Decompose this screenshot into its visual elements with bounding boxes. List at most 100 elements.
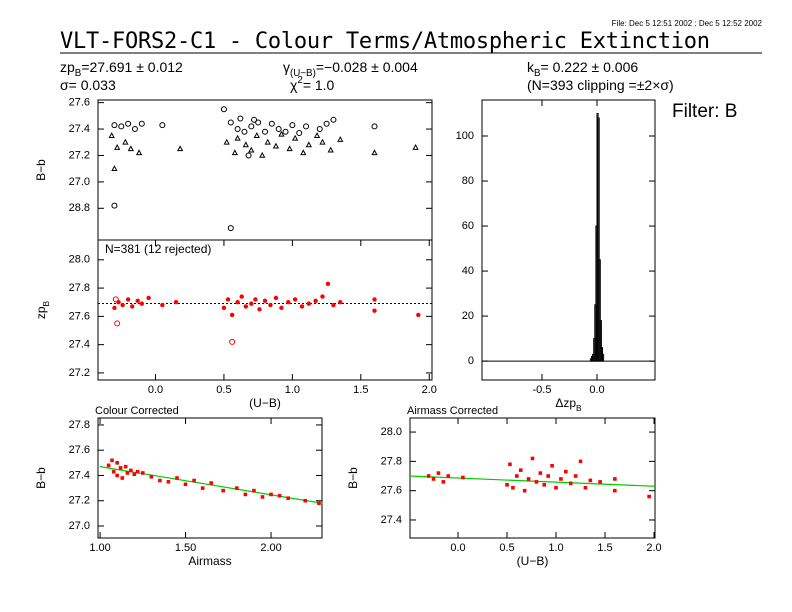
y-tick-label: 60 [462,220,474,232]
point [264,138,271,145]
label-text: zp [60,59,75,75]
point [371,149,378,156]
histogram-bar [598,259,601,362]
point [122,138,129,145]
x-axis-label: ΔzpB [555,396,582,413]
label-sub: B [75,68,82,79]
label-sub: B [534,68,541,79]
point [111,165,118,171]
x-tick-label: 0.0 [450,542,465,554]
point [115,473,119,478]
point [248,146,255,153]
point [255,119,262,126]
point [446,474,451,478]
y-axis-label: B−b [346,467,360,489]
point [110,458,114,463]
point [320,294,325,299]
stat: χ2= 1.0 [290,75,335,93]
point [114,143,121,150]
label-text: =27.691 ± 0.012 [81,59,183,75]
point [505,483,509,487]
filter-label: Filter: B [672,101,737,122]
stat: kB= 0.222 ± 0.006 [527,59,638,79]
x-tick-label: -0.5 [532,384,551,396]
x-tick-label: 0.5 [499,542,514,554]
point [146,295,151,301]
histogram-bar [597,117,600,362]
x-tick-label: 2.0 [422,384,437,396]
label-text: = 1.0 [303,77,335,93]
point [125,120,132,127]
point [647,494,651,499]
point [227,225,234,232]
point [135,298,140,304]
point [313,298,318,304]
point [554,485,558,490]
point [534,480,539,484]
x-tick-label: 0.0 [589,384,604,396]
point [111,469,116,474]
point [130,304,135,309]
point [159,122,166,129]
y-tick-label: 27.0 [69,176,90,188]
point [253,297,258,302]
point [416,312,421,318]
point [231,149,239,156]
point [296,130,303,137]
label-sub: B [41,300,51,306]
point [286,496,290,501]
y-tick-label: 100 [456,130,474,142]
point [118,123,125,130]
stat: γ(U−B)=−0.028 ± 0.004 [283,59,418,79]
point [234,126,241,133]
point [132,472,137,477]
point [129,468,133,473]
point [518,468,523,472]
label-sub: (U−B) [290,68,316,79]
label-text: σ= 0.033 [60,77,116,93]
y-tick-label: 27.6 [69,444,90,456]
point [412,143,419,150]
y-tick-label: 40 [462,265,474,277]
point [564,469,568,474]
point [138,120,145,127]
point [127,145,134,152]
point [426,474,431,478]
point [441,480,446,484]
point [277,493,282,498]
point [316,126,323,133]
point [141,471,145,475]
y-axis-label: B−b [34,467,48,489]
y-tick-label: 27.4 [69,469,90,481]
stat: zpB=27.691 ± 0.012 [60,59,183,79]
x-tick-label: 1.0 [285,384,300,396]
point [268,302,273,308]
point [262,298,268,304]
point [583,485,588,490]
x-tick-label: 1.50 [175,542,196,554]
label-text: zp [34,306,48,319]
x-axis-label: (U−B) [517,554,549,568]
stat: σ= 0.033 [60,77,116,93]
y-tick-label: 0 [468,355,474,367]
point [278,130,285,137]
point [538,471,543,475]
y-tick-label: 27.6 [69,310,90,322]
point [269,492,273,497]
y-tick-label: 27.4 [69,123,90,135]
y-axis-label: B−b [34,159,48,181]
point [272,142,280,149]
point [282,128,289,135]
point [173,300,179,305]
panel-title: Colour Corrected [95,405,179,417]
point [116,300,121,305]
point [135,149,143,156]
point [546,474,550,478]
point [225,297,231,302]
y-tick-label: 27.0 [69,520,90,532]
point [578,459,583,464]
label-sup: 2 [297,75,302,86]
point [299,304,305,309]
point [559,477,563,481]
point [229,338,236,345]
